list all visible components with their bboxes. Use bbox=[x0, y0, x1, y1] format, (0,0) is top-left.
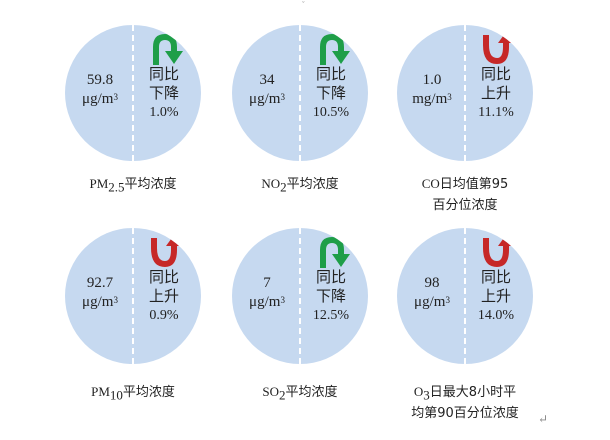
pollutant-label: NO2平均浓度 bbox=[261, 176, 339, 195]
value-unit: μg/m3 bbox=[82, 91, 118, 107]
year-on-year-change: 同比 上升 11.1% bbox=[469, 65, 523, 122]
year-on-year-change: 同比 上升 0.9% bbox=[137, 268, 191, 325]
year-on-year-change: 同比 上升 14.0% bbox=[469, 268, 523, 325]
paragraph-return-mark: ↵ bbox=[538, 412, 549, 426]
dashed-divider bbox=[299, 25, 301, 161]
year-on-year-change: 同比 下降 1.0% bbox=[137, 65, 191, 122]
concentration-value: 92.7 μg/m3 bbox=[69, 274, 131, 312]
curved-arrow-up-icon bbox=[483, 235, 514, 267]
concentration-value: 34 μg/m3 bbox=[236, 71, 298, 109]
concentration-value: 59.8 μg/m3 bbox=[69, 71, 131, 109]
change-percent: 12.5% bbox=[312, 308, 350, 323]
dashed-divider bbox=[132, 25, 134, 161]
change-direction: 下降 bbox=[148, 84, 179, 102]
curved-arrow-up-icon bbox=[483, 32, 514, 64]
change-label: 同比 bbox=[148, 65, 179, 83]
year-on-year-change: 同比 下降 12.5% bbox=[304, 268, 358, 325]
pollutant-label: O3日最大8小时平 均第90百分位浓度 bbox=[411, 384, 519, 421]
change-direction: 上升 bbox=[148, 287, 179, 305]
value-number: 1.0 bbox=[422, 72, 442, 88]
curved-arrow-down-icon bbox=[320, 34, 350, 65]
change-label: 同比 bbox=[480, 65, 511, 83]
concentration-value: 1.0 mg/m3 bbox=[401, 71, 463, 109]
value-unit: μg/m3 bbox=[82, 294, 118, 310]
curved-arrow-down-icon bbox=[153, 34, 183, 65]
change-direction: 上升 bbox=[480, 287, 511, 305]
change-direction: 下降 bbox=[315, 84, 346, 102]
change-direction: 下降 bbox=[315, 287, 346, 305]
change-percent: 1.0% bbox=[149, 105, 179, 120]
dashed-divider bbox=[464, 228, 466, 364]
value-unit: μg/m3 bbox=[249, 294, 285, 310]
pollutant-label: SO2平均浓度 bbox=[262, 384, 338, 403]
concentration-value: 98 μg/m3 bbox=[401, 274, 463, 312]
change-label: 同比 bbox=[480, 268, 511, 286]
value-number: 7 bbox=[263, 275, 271, 291]
dashed-divider bbox=[132, 228, 134, 364]
change-percent: 14.0% bbox=[477, 308, 515, 323]
pollutant-circle: 98 μg/m3 同比 上升 14.0% bbox=[397, 228, 533, 364]
pollutant-label: CO日均值第95 百分位浓度 bbox=[421, 176, 509, 213]
cursor-mark: ˇ bbox=[302, 0, 305, 9]
pollutant-circle: 59.8 μg/m3 同比 下降 1.0% bbox=[65, 25, 201, 161]
pollutant-circle: 34 μg/m3 同比 下降 10.5% bbox=[232, 25, 368, 161]
pollutant-label: PM10平均浓度 bbox=[91, 384, 175, 403]
value-number: 34 bbox=[259, 72, 275, 88]
curved-arrow-down-icon bbox=[320, 237, 350, 268]
value-unit: mg/m3 bbox=[412, 91, 452, 107]
change-percent: 10.5% bbox=[312, 105, 350, 120]
value-unit: μg/m3 bbox=[414, 294, 450, 310]
dashed-divider bbox=[464, 25, 466, 161]
value-number: 59.8 bbox=[86, 72, 114, 88]
concentration-value: 7 μg/m3 bbox=[236, 274, 298, 312]
change-direction: 上升 bbox=[480, 84, 511, 102]
pollutant-circle: 7 μg/m3 同比 下降 12.5% bbox=[232, 228, 368, 364]
change-percent: 0.9% bbox=[149, 308, 179, 323]
year-on-year-change: 同比 下降 10.5% bbox=[304, 65, 358, 122]
pollutant-circle: 1.0 mg/m3 同比 上升 11.1% bbox=[397, 25, 533, 161]
value-number: 98 bbox=[424, 275, 440, 291]
value-unit: μg/m3 bbox=[249, 91, 285, 107]
pollutant-circle: 92.7 μg/m3 同比 上升 0.9% bbox=[65, 228, 201, 364]
change-percent: 11.1% bbox=[478, 105, 514, 120]
change-label: 同比 bbox=[315, 65, 346, 83]
pollutant-label: PM2.5平均浓度 bbox=[89, 176, 177, 195]
change-label: 同比 bbox=[148, 268, 179, 286]
curved-arrow-up-icon bbox=[151, 235, 182, 267]
dashed-divider bbox=[299, 228, 301, 364]
change-label: 同比 bbox=[315, 268, 346, 286]
value-number: 92.7 bbox=[86, 275, 114, 291]
